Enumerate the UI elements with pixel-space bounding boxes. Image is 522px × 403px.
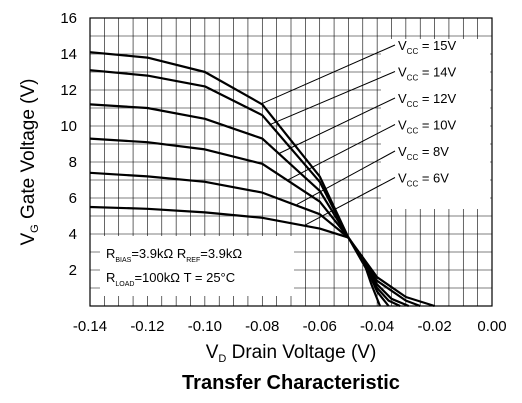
series-line-12V — [89, 103, 410, 308]
legend-leader-15V — [262, 44, 396, 104]
y-tick-label: 2 — [69, 262, 77, 279]
legend-leader-12V — [279, 97, 396, 154]
y-tick-label: 16 — [60, 10, 77, 27]
legend-box — [381, 39, 490, 209]
legend-entry-6V: VCC = 6V — [398, 171, 449, 189]
x-tick-label: 0.00 — [477, 318, 506, 335]
plot-frame — [89, 17, 493, 307]
legend-entry-14V: VCC = 14V — [398, 65, 457, 83]
annotation-box — [100, 236, 294, 296]
series-line-6V — [89, 205, 382, 307]
y-axis-title: VG Gate Voltage (V) — [18, 79, 41, 246]
legend-entry-12V: VCC = 12V — [398, 91, 457, 109]
y-tick-label: 12 — [60, 82, 77, 99]
x-tick-label: -0.04 — [360, 318, 394, 335]
legend-leader-14V — [270, 71, 396, 125]
x-tick-label: -0.10 — [188, 318, 222, 335]
series-line-10V — [89, 137, 401, 307]
legend-leader-8V — [296, 150, 396, 205]
x-tick-label: -0.02 — [417, 318, 451, 335]
x-tick-label: -0.08 — [245, 318, 279, 335]
annotation-line-1: RBIAS=3.9kΩ RREF=3.9kΩ — [106, 246, 242, 264]
series-line-15V — [89, 51, 435, 308]
legend-leader-6V — [305, 177, 396, 226]
y-tick-label: 4 — [69, 226, 77, 243]
annotation-line-2: RLOAD=100kΩ T = 25°C — [106, 270, 235, 288]
chart-title: Transfer Characteristic — [182, 372, 400, 394]
x-tick-label: -0.06 — [303, 318, 337, 335]
y-tick-label: 10 — [60, 118, 77, 135]
y-tick-label: 8 — [69, 154, 77, 171]
x-tick-label: -0.14 — [73, 318, 107, 335]
legend-entry-15V: VCC = 15V — [398, 38, 457, 56]
x-axis-title: VD Drain Voltage (V) — [206, 342, 377, 365]
series-line-8V — [89, 171, 390, 307]
x-tick-label: -0.12 — [130, 318, 164, 335]
legend-entry-8V: VCC = 8V — [398, 144, 449, 162]
series-line-14V — [89, 69, 421, 308]
y-tick-label: 6 — [69, 190, 77, 207]
y-tick-label: 14 — [60, 46, 77, 63]
legend-entry-10V: VCC = 10V — [398, 118, 457, 136]
legend-leader-10V — [287, 124, 396, 181]
